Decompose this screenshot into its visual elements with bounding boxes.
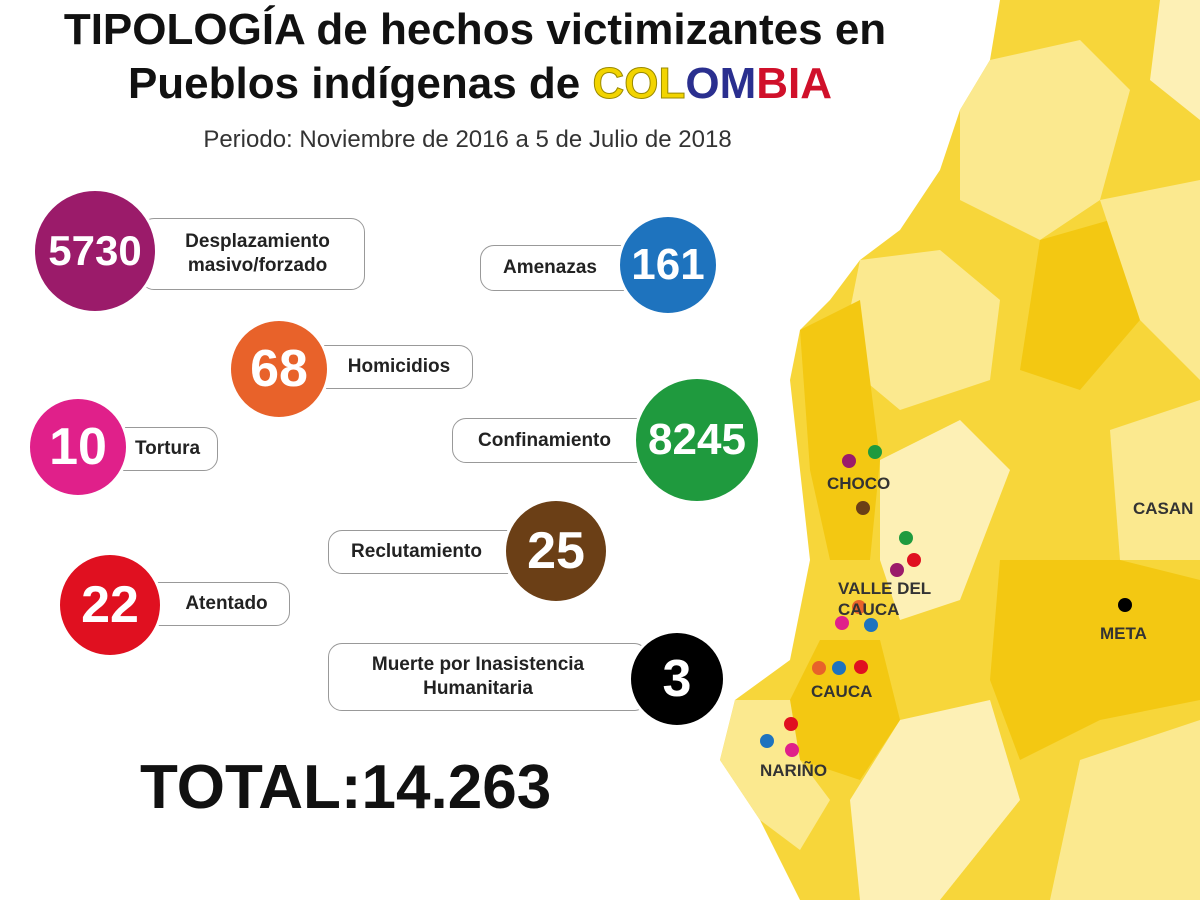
dot-confinamiento <box>868 445 882 459</box>
region-boyaca <box>1100 180 1200 380</box>
region-meta <box>990 560 1200 760</box>
dot-confinamiento <box>899 531 913 545</box>
total: TOTAL:14.263 <box>140 753 552 822</box>
title-line-1: TIPOLOGÍA de hechos victimizantes en <box>63 5 887 54</box>
fact-label-homicidios: Homicidios <box>300 345 473 389</box>
dot-homicidios <box>852 600 866 614</box>
region-santander <box>1020 220 1140 390</box>
region-south-pale <box>850 700 1020 900</box>
dot-atentado <box>907 553 921 567</box>
region-casanare <box>1110 400 1200 560</box>
dot-reclutamiento <box>856 501 870 515</box>
region-choco <box>800 300 880 560</box>
fact-label-confinamiento: Confinamiento <box>452 418 652 463</box>
dept-label-meta: META <box>1100 624 1147 643</box>
dot-amenazas <box>832 661 846 675</box>
title-prefix: Pueblos indígenas de <box>127 59 581 108</box>
fact-value-tortura: 10 <box>27 396 129 498</box>
dot-atentado <box>784 717 798 731</box>
region-cauca <box>790 640 900 780</box>
colombia-yellow: COL <box>592 59 686 109</box>
dept-label-cauca: CAUCA <box>811 682 873 701</box>
colombia-red: BIA <box>756 59 833 108</box>
dept-label-casanare: CASAN <box>1133 499 1194 518</box>
dot-desplazamiento <box>842 454 856 468</box>
fact-label-desplazamiento: Desplazamiento masivo/forzado <box>140 218 365 290</box>
fact-label-amenazas: Amenazas <box>480 245 640 291</box>
dept-label-valle: VALLE DEL CAUCA <box>838 579 931 619</box>
dot-homicidios <box>812 661 826 675</box>
fact-label-atentado: Atentado <box>145 582 290 626</box>
period-subtitle: Periodo: Noviembre de 2016 a 5 de Julio … <box>203 126 732 153</box>
colombia-blue: OM <box>685 59 757 108</box>
dot-tortura <box>835 616 849 630</box>
region-north <box>960 40 1130 240</box>
fact-label-muerte: Muerte por Inasistencia Humanitaria <box>328 643 648 711</box>
fact-value-homicidios: 68 <box>228 318 330 420</box>
dept-label-narino: NARIÑO <box>760 761 828 780</box>
title-line-2: Pueblos indígenas de COLOMBIA <box>0 58 960 110</box>
fact-value-atentado: 22 <box>57 552 163 658</box>
map-dots <box>760 445 1132 757</box>
dot-desplazamiento <box>890 563 904 577</box>
fact-value-desplazamiento: 5730 <box>32 188 158 314</box>
region-narino <box>720 700 830 850</box>
dept-label-choco: CHOCO <box>827 474 891 493</box>
colombia-word: COLOMBIA <box>592 59 833 109</box>
dot-amenazas <box>864 618 878 632</box>
fact-value-amenazas: 161 <box>617 214 719 316</box>
fact-value-confinamiento: 8245 <box>633 376 761 504</box>
fact-value-reclutamiento: 25 <box>503 498 609 604</box>
region-central <box>880 420 1010 620</box>
region-peninsula <box>1150 0 1200 120</box>
dot-tortura <box>785 743 799 757</box>
dot-atentado <box>854 660 868 674</box>
region-antioquia <box>840 250 1000 410</box>
fact-label-reclutamiento: Reclutamiento <box>328 530 523 574</box>
dot-muerte <box>1118 598 1132 612</box>
region-southeast <box>1050 720 1200 900</box>
dot-amenazas <box>760 734 774 748</box>
fact-value-muerte: 3 <box>628 630 726 728</box>
